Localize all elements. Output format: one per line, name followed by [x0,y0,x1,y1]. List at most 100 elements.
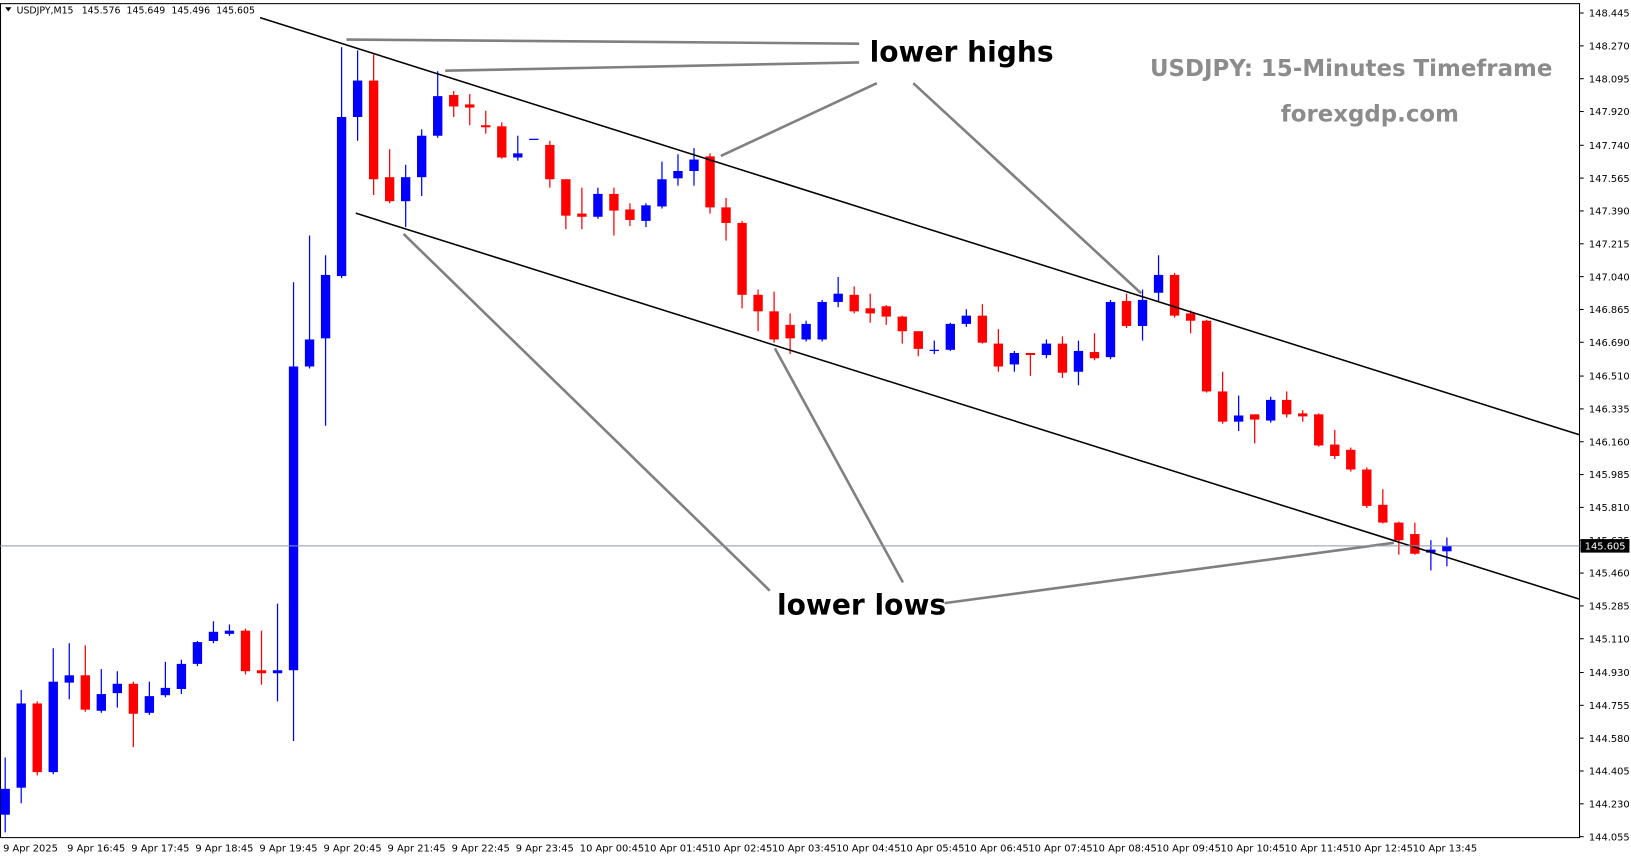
pointer [912,82,1142,295]
pointer [720,82,878,158]
candle-body [1185,313,1196,321]
candle-body [288,366,299,671]
candle-body [336,116,347,277]
candle-body [1249,414,1260,420]
y-tick-label: 145.110 [1589,634,1630,645]
pointer [402,233,771,592]
candle-body [465,104,475,108]
candle-body [705,156,715,208]
candle-body [1121,301,1132,326]
candle-body [913,331,923,349]
pointer [445,61,860,73]
header: USDJPY,M15 145.576 145.649 145.496 145.6… [17,6,255,17]
candle-body [192,642,203,664]
candle-body [1073,350,1084,372]
candle-body [1217,391,1228,422]
x-tick-label: 10 Apr 00:45 [580,844,644,855]
candle-body [144,696,155,713]
candle-body [304,339,315,367]
open-value: 145.576 [82,6,121,17]
x-tick-label: 9 Apr 23:45 [516,844,574,855]
candle-body [785,324,795,339]
y-tick-label: 146.865 [1589,305,1630,316]
x-tick-label: 10 Apr 11:45 [1285,844,1349,855]
candle-body [993,343,1004,367]
y-tick-label: 146.335 [1589,405,1630,416]
x-tick-label: 10 Apr 02:45 [708,844,772,855]
y-tick-label: 145.985 [1589,470,1630,481]
candle-body [320,274,331,339]
x-tick-label: 10 Apr 09:45 [1156,844,1220,855]
candle-body [481,125,491,128]
candle-body [1057,343,1068,373]
y-tick-label: 144.230 [1589,799,1630,810]
candle-body [96,694,106,711]
candle-body [449,95,459,107]
candle-body [1282,399,1292,415]
x-tick-label: 10 Apr 01:45 [644,844,708,855]
candle-body [1378,504,1388,523]
candle-body [689,159,699,171]
high-value: 145.649 [127,6,166,17]
candle-body [400,177,411,202]
candle-body [897,316,907,332]
candle-body [128,683,139,714]
candle-body [801,323,811,340]
y-tick-label: 144.930 [1589,668,1630,679]
candle-body [497,126,507,158]
y-tick-label: 145.810 [1589,503,1630,514]
candle-body [1314,414,1324,446]
x-tick-label: 9 Apr 20:45 [323,844,381,855]
annotation: lower highs [870,35,1054,68]
candle-body [224,630,235,634]
pointer [346,38,860,45]
candle-body [1442,545,1452,552]
candle-body [417,135,427,178]
y-tick-label: 144.580 [1589,734,1630,745]
x-tick-label: 9 Apr 2025 [3,844,58,855]
x-tick-label: 9 Apr 19:45 [259,844,317,855]
watermark-title: USDJPY: 15-Minutes Timeframe [1150,56,1552,82]
y-tick-label: 147.040 [1589,272,1630,283]
pointer [773,347,905,583]
y-tick-label: 148.445 [1589,9,1630,20]
candle-body [1025,352,1036,356]
lower-trend-line [355,212,1580,600]
candle-body [1009,352,1020,365]
candle-body [272,670,283,674]
candle-body [769,311,779,340]
candle-body [513,153,523,158]
x-tick-label: 10 Apr 04:45 [836,844,900,855]
x-tick-label: 10 Apr 13:45 [1413,844,1477,855]
candle-body [1089,352,1100,359]
candle-body [1201,320,1212,392]
candle-body [352,80,363,117]
candle-body [384,177,395,202]
candle-body [176,663,187,690]
candle-body [32,703,42,773]
candle-body [1137,299,1148,326]
candle-body [1169,274,1180,316]
y-tick-label: 146.690 [1589,338,1630,349]
candle-body [1346,449,1356,470]
candle-body [849,294,859,312]
candles [0,47,1452,833]
candle-body [368,80,379,180]
y-tick-label: 146.510 [1589,372,1630,383]
annotation: lower lows [777,589,946,622]
x-tick-label: 10 Apr 06:45 [964,844,1028,855]
candle-body [545,144,555,180]
candle-body [753,294,763,312]
candle-body [593,193,603,217]
y-tick-label: 146.160 [1589,437,1630,448]
y-tick-label: 144.405 [1589,767,1630,778]
y-tick-label: 147.565 [1589,174,1630,185]
candle-body [609,193,619,211]
y-tick-label: 147.390 [1589,207,1630,218]
candle-body [961,315,972,324]
candle-body [945,323,955,350]
candle-body [929,349,939,352]
y-tick-label: 148.095 [1589,74,1630,85]
candle-body [865,308,875,314]
y-tick-label: 145.285 [1589,602,1630,613]
